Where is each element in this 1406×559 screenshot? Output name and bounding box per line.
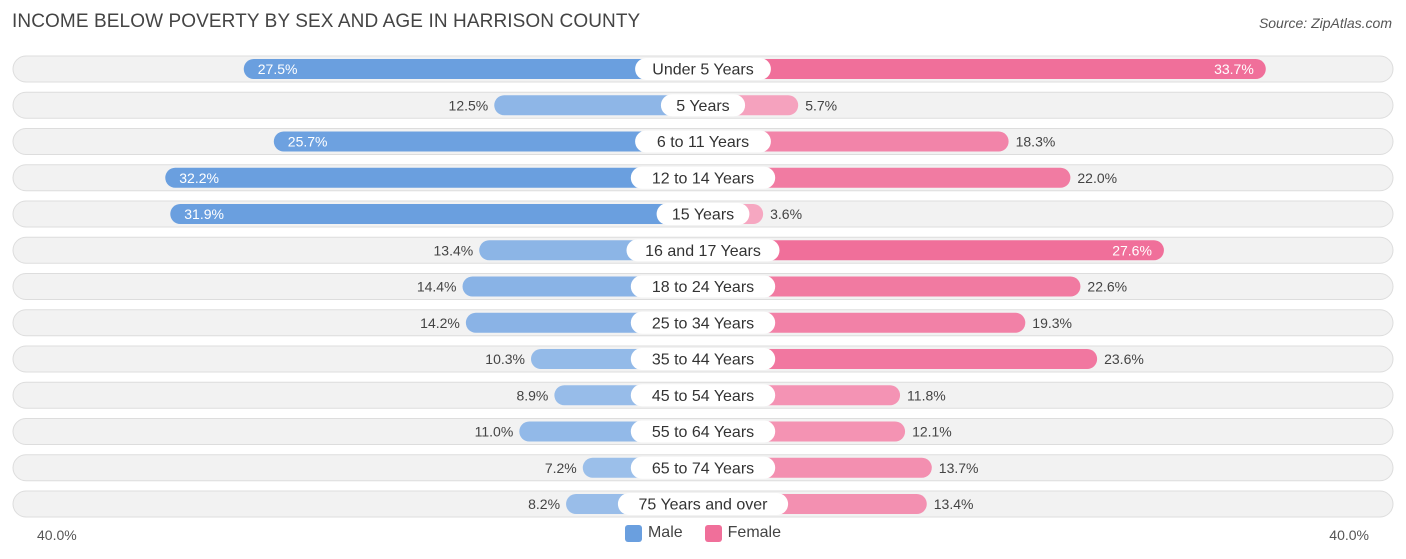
category-label: 35 to 44 Years (652, 352, 754, 369)
category-label: 18 to 24 Years (652, 279, 754, 296)
category-label: 15 Years (672, 207, 734, 224)
bar-label-female: 23.6% (1104, 351, 1144, 367)
bar-label-male: 31.9% (184, 206, 224, 222)
bar-label-female: 19.3% (1032, 315, 1072, 331)
bar-label-male: 14.2% (420, 315, 460, 331)
bar-label-male: 12.5% (449, 97, 489, 113)
bar-label-male: 10.3% (485, 351, 525, 367)
category-label: 25 to 34 Years (652, 315, 754, 332)
bar-label-male: 7.2% (545, 460, 577, 476)
category-label: 12 to 14 Years (652, 170, 754, 187)
bar-label-male: 8.9% (516, 387, 548, 403)
bar-label-female: 27.6% (1112, 242, 1152, 258)
bar-label-male: 25.7% (288, 134, 328, 150)
category-label: 75 Years and over (639, 497, 769, 514)
diverging-bar-chart: 27.5% 33.7% Under 5 Years 12.5% 5.7% 5 Years 2… (0, 0, 1406, 520)
legend-label-female: Female (728, 524, 781, 542)
category-label: 5 Years (676, 98, 729, 115)
legend: Male Female (0, 524, 1406, 542)
bar-male (244, 59, 703, 79)
bar-label-male: 27.5% (258, 61, 298, 77)
bar-female (703, 59, 1266, 79)
bar-label-male: 11.0% (475, 424, 514, 440)
bar-label-female: 13.4% (934, 496, 974, 512)
legend-swatch-male (625, 525, 642, 542)
bar-label-female: 13.7% (939, 460, 979, 476)
bar-label-female: 22.0% (1077, 170, 1117, 186)
bar-label-female: 33.7% (1214, 61, 1254, 77)
legend-item-female[interactable]: Female (705, 524, 781, 542)
bar-label-male: 14.4% (417, 279, 457, 295)
bar-male (165, 168, 703, 188)
bar-label-female: 22.6% (1087, 279, 1127, 295)
bar-label-female: 12.1% (912, 424, 952, 440)
category-label: 65 to 74 Years (652, 460, 754, 477)
bar-label-male: 13.4% (434, 242, 474, 258)
bar-label-female: 11.8% (907, 387, 946, 403)
bar-label-female: 18.3% (1016, 134, 1056, 150)
category-label: Under 5 Years (652, 62, 753, 79)
legend-label-male: Male (648, 524, 683, 542)
bar-label-male: 8.2% (528, 496, 560, 512)
category-label: 16 and 17 Years (645, 243, 761, 260)
bar-label-female: 5.7% (805, 97, 837, 113)
category-label: 6 to 11 Years (657, 134, 749, 151)
bar-label-female: 3.6% (770, 206, 802, 222)
legend-swatch-female (705, 525, 722, 542)
category-label: 55 to 64 Years (652, 424, 754, 441)
bar-male (170, 204, 703, 224)
category-label: 45 to 54 Years (652, 388, 754, 405)
legend-item-male[interactable]: Male (625, 524, 683, 542)
bar-label-male: 32.2% (179, 170, 219, 186)
